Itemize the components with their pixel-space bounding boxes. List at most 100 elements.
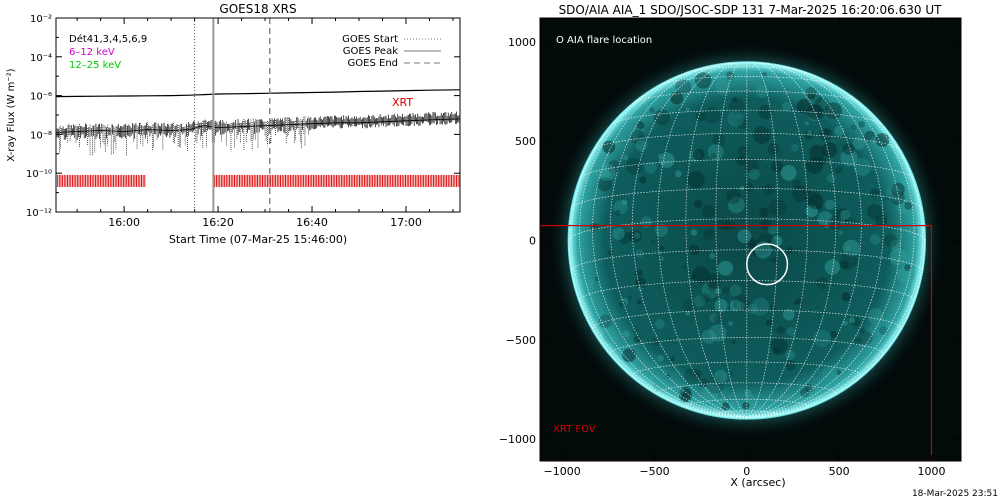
disk-texture-blob (692, 148, 705, 161)
disk-texture-blob (635, 249, 644, 258)
disk-texture-blob (826, 174, 836, 183)
disk-texture-blob (701, 329, 716, 344)
x-tick-label: 500 (829, 465, 850, 478)
disk-texture-blob (713, 315, 721, 323)
disk-texture-blob (658, 152, 675, 168)
longitude-gridline (746, 65, 902, 418)
disk-texture-blob (682, 264, 687, 269)
latitude-gridline (610, 109, 883, 126)
disk-texture-blob (794, 300, 799, 305)
goes-legend-label: GOES Start (342, 34, 398, 45)
disk-texture-blob (767, 224, 779, 235)
disk-texture-blob (759, 207, 769, 218)
latitude-gridline (593, 132, 901, 151)
x-tick-label: −1000 (544, 465, 581, 478)
disk-texture-blob (804, 121, 809, 126)
disk-texture-blob (806, 157, 823, 174)
disk-texture-blob (845, 245, 852, 252)
disk-texture-blob (867, 308, 884, 325)
disk-texture-blob (875, 133, 890, 148)
disk-texture-blob (644, 161, 657, 174)
longitude-gridline (746, 62, 779, 418)
disk-texture-blob (732, 294, 750, 312)
latitude-gridline (660, 76, 834, 86)
disk-texture-blob (708, 292, 717, 301)
longitude-gridline (570, 94, 747, 418)
latitude-gridline (571, 188, 923, 210)
disk-texture-blob (824, 199, 836, 210)
disk-texture-blob (584, 279, 594, 289)
y-tick-label: 10⁻¹⁰ (26, 169, 52, 180)
disk-texture-blob (747, 303, 758, 315)
disk-texture-blob (850, 218, 856, 224)
disk-texture-blob (675, 170, 682, 178)
disk-texture-blob (589, 223, 599, 232)
right-plot-title: SDO/AIA AIA_1 SDO/JSOC-SDP 131 7-Mar-202… (559, 3, 943, 17)
disk-texture-blob (607, 249, 614, 256)
disk-texture-blob (800, 388, 809, 398)
left-plot-frame (55, 17, 461, 213)
disk-texture-blob (633, 335, 642, 343)
disk-texture-blob (786, 327, 796, 336)
detector-legend-item: Dét41,3,4,5,6,9 (69, 33, 147, 45)
disk-texture-blob (623, 330, 631, 338)
disk-texture-blob (776, 326, 785, 335)
disk-texture-blob (618, 231, 632, 245)
xrt-label: XRT (392, 96, 413, 109)
disk-texture-blob (622, 348, 636, 363)
disk-texture-blob (639, 176, 647, 184)
disk-texture-blob (669, 356, 675, 362)
disk-texture-blob (858, 331, 873, 346)
xrt-fov-box (540, 224, 933, 461)
disk-texture-blob (851, 317, 861, 327)
series-long-channel-line (56, 89, 460, 98)
x-tick-label: −500 (639, 465, 669, 478)
disk-texture-blob (869, 234, 881, 245)
y-tick-label: 1000 (508, 36, 536, 49)
flare-legend: O AIA flare location (556, 35, 652, 46)
disk-texture-blob (766, 319, 773, 327)
disk-texture-blob (842, 239, 860, 257)
disk-texture-blob (685, 310, 691, 316)
detector-legend: Dét41,3,4,5,6,9 6–12 keV 12–25 keV (69, 33, 147, 71)
disk-texture-blob (821, 142, 838, 158)
disk-texture-blob (870, 188, 879, 197)
x-tick-label: 17:00 (390, 216, 422, 229)
left-plot-y-ticks: 10⁻¹² 10⁻¹⁰ 10⁻⁸ 10⁻⁶ 10⁻⁴ 10⁻² (26, 14, 460, 219)
disk-texture-blob (913, 228, 918, 234)
disk-texture-blob (891, 182, 905, 197)
x-tick-label: 1000 (917, 465, 945, 478)
disk-texture-blob (751, 297, 770, 316)
disk-texture-blob (785, 350, 796, 360)
disk-texture-blob (785, 360, 797, 371)
disk-texture-blob (819, 127, 833, 141)
flare-circle (746, 243, 789, 286)
disk-texture-blob (659, 256, 665, 262)
disk-texture-blob (685, 107, 690, 112)
disk-texture-blob (635, 269, 643, 278)
disk-texture-blob (729, 299, 742, 311)
disk-texture-blob (621, 199, 628, 205)
x-tick-label: 16:00 (108, 216, 140, 229)
disk-texture-blob (707, 376, 725, 394)
disk-texture-blob (811, 93, 823, 104)
disk-texture-blob (836, 370, 842, 375)
disk-texture-blob (771, 337, 787, 353)
disk-texture-blob (600, 168, 607, 176)
disk-texture-blob (630, 130, 645, 145)
disk-texture-blob (842, 143, 855, 155)
goes-event-lines (194, 18, 271, 212)
disk-texture-blob (763, 184, 775, 196)
y-tick-label: 10⁻⁴ (30, 53, 52, 64)
disk-texture-blob (897, 199, 914, 216)
disk-texture-blob (729, 284, 742, 297)
disk-texture-blob (770, 336, 789, 355)
right-plot-xlabel: X (arcsec) (730, 476, 785, 489)
xrt-fov-label: XRT FOV (553, 424, 596, 435)
disk-texture-blob (657, 354, 665, 362)
disk-texture-blob (824, 259, 840, 275)
disk-texture-blob (714, 298, 728, 313)
disk-texture-blob (896, 265, 915, 284)
y-tick-label: −500 (506, 334, 536, 347)
latitude-gridline (579, 280, 915, 302)
